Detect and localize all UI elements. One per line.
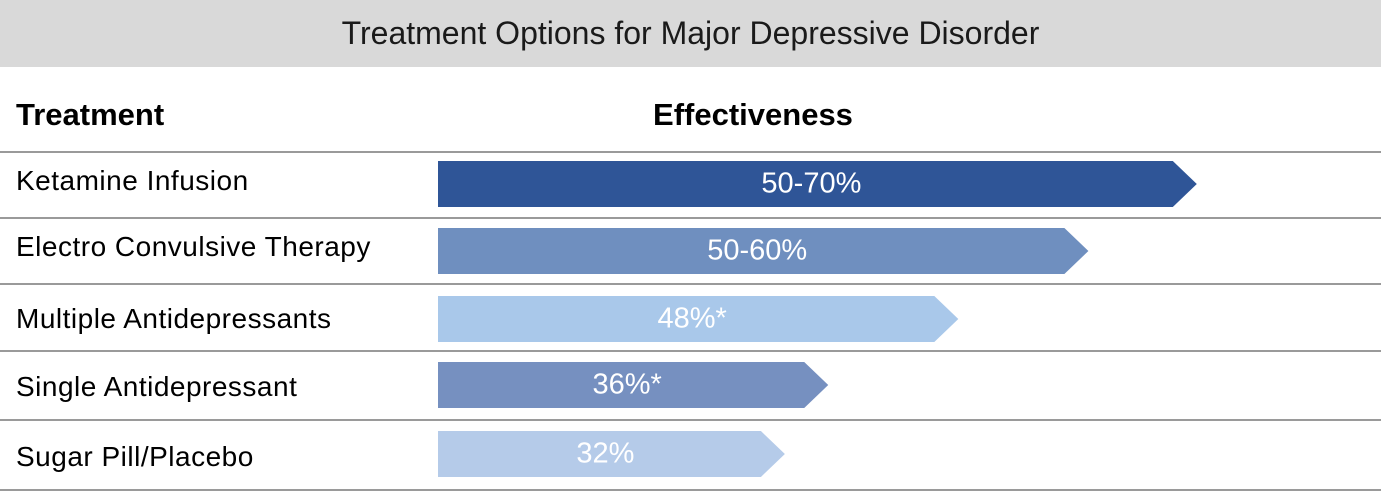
bar-value-label: 48%* xyxy=(657,303,726,335)
row-label-sugar-pill-placebo: Sugar Pill/Placebo xyxy=(16,441,254,472)
bar-1 xyxy=(438,228,1089,274)
effectiveness-column-header: Effectiveness xyxy=(653,97,853,132)
bar-value-label: 36%* xyxy=(592,369,661,401)
bar-value-label: 50-70% xyxy=(761,168,861,200)
row-label-ketamine-infusion: Ketamine Infusion xyxy=(16,165,249,196)
row-divider xyxy=(0,350,1381,352)
row-divider xyxy=(0,419,1381,421)
bar-value-label: 50-60% xyxy=(707,235,807,267)
bar-4 xyxy=(438,431,785,477)
bottom-divider xyxy=(0,489,1381,491)
bar-value-label: 32% xyxy=(576,438,634,470)
bar-2 xyxy=(438,296,959,342)
chart-title: Treatment Options for Major Depressive D… xyxy=(341,15,1040,51)
row-divider xyxy=(0,283,1381,285)
bar-3 xyxy=(438,362,829,408)
row-label-single-antidepressant: Single Antidepressant xyxy=(16,371,298,402)
row-label-multiple-antidepressants: Multiple Antidepressants xyxy=(16,303,332,334)
header-divider xyxy=(0,151,1381,153)
title-bar: Treatment Options for Major Depressive D… xyxy=(0,0,1381,67)
bar-0 xyxy=(438,161,1197,207)
treatment-column-header: Treatment xyxy=(16,97,165,132)
row-label-electro-convulsive-therapy: Electro Convulsive Therapy xyxy=(16,231,371,262)
row-divider xyxy=(0,217,1381,219)
